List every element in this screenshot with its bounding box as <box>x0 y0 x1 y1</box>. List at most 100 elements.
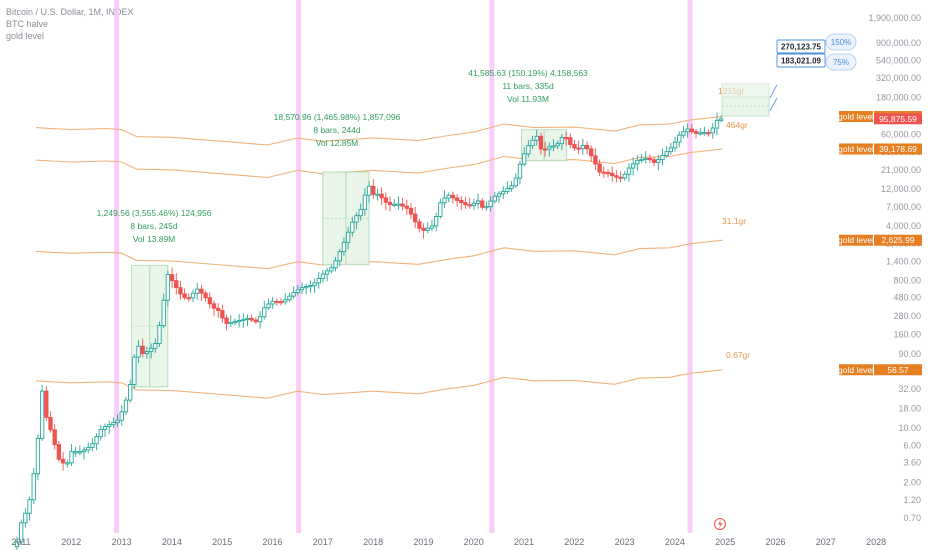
halving-bands <box>114 0 693 533</box>
candle-body <box>190 292 196 299</box>
halving-band-4 <box>687 0 693 533</box>
candle-body <box>584 145 590 150</box>
candle-body <box>672 141 678 149</box>
x-tick-label: 2012 <box>61 537 81 547</box>
gold-level-value-tag <box>874 364 922 376</box>
candle-body <box>157 325 162 344</box>
candle-body <box>685 128 690 133</box>
candle-body <box>274 300 280 303</box>
candle-body <box>656 159 661 163</box>
candle-body <box>136 345 141 358</box>
candle-body <box>463 202 468 206</box>
candle-body <box>379 193 384 199</box>
price-badges: gold level102,590.76gold level39,178.69g… <box>838 111 922 376</box>
projection-value-box <box>776 39 826 54</box>
lightning-icon-ring <box>714 518 726 530</box>
candle-body <box>216 307 221 311</box>
y-tick-label: 4,000.00 <box>886 221 921 231</box>
y-axis: 1,900,000.00 900,000.00 540,000.00 320,000.… <box>868 13 921 523</box>
candle-body <box>522 153 527 165</box>
candle-body <box>119 411 124 421</box>
candle-body <box>538 135 544 150</box>
projection-box <box>721 96 770 117</box>
y-tick-label: 1.20 <box>903 495 921 505</box>
candle-body <box>643 157 648 161</box>
candle-body <box>186 297 191 300</box>
gold-level-tag <box>839 143 873 155</box>
candle-body <box>467 204 472 207</box>
candle-body <box>681 131 686 136</box>
candle-body <box>555 143 560 147</box>
candle-body <box>333 260 338 269</box>
candle-body <box>589 148 594 157</box>
candle-body <box>618 176 623 179</box>
candle-body <box>211 303 217 309</box>
candle-body <box>551 145 556 148</box>
candle-body <box>232 321 238 324</box>
gold-level-tag-label: gold level <box>838 144 874 154</box>
y-tick-label: 800.00 <box>893 275 921 285</box>
candle-body <box>325 270 330 275</box>
y-tick-label: 180,000.00 <box>876 93 921 103</box>
gold-curve-31.1gr <box>36 239 723 270</box>
legend-symbol[interactable]: Bitcoin / U.S. Dollar, 1M, INDEX <box>6 7 134 17</box>
candle-body <box>123 399 129 413</box>
lightning-icon-bolt <box>718 519 723 529</box>
projection-pct-pill <box>825 33 857 51</box>
rally-annotation-2: Vol 12.85M <box>316 138 359 148</box>
candle-body <box>19 522 24 543</box>
candle-body <box>459 199 464 204</box>
y-tick-label: 320,000.00 <box>876 73 921 83</box>
candle-body <box>396 203 401 206</box>
rally-annotation-3: 11 bars, 335d <box>502 81 554 91</box>
current-price: 95,875.59 <box>879 114 917 124</box>
y-tick-label: 3.60 <box>903 458 921 468</box>
candle-body <box>505 188 510 192</box>
candle-body <box>421 227 426 231</box>
projection-pct-pill <box>825 53 857 71</box>
candle-body <box>580 145 586 150</box>
candle-body <box>299 287 305 291</box>
x-tick-label: 2011 <box>11 537 30 547</box>
candle-body <box>60 458 66 464</box>
y-tick-label: 7,000.00 <box>886 202 921 212</box>
x-tick-label: 2019 <box>413 537 433 547</box>
candle-body <box>52 429 57 446</box>
x-tick-label: 2021 <box>514 537 534 547</box>
chart-legend: Bitcoin / U.S. Dollar, 1M, INDEX BTC hal… <box>6 6 134 42</box>
candle-body <box>115 419 120 423</box>
candle-body <box>475 200 481 204</box>
legend-indicator-gold-level[interactable]: gold level <box>6 31 45 41</box>
candle-body <box>14 541 20 548</box>
gold-level-label: 0.67gr <box>726 350 750 360</box>
candle-body <box>668 147 674 153</box>
candle-body <box>689 128 694 133</box>
candle-body <box>572 143 577 149</box>
rally-boxes <box>131 129 568 388</box>
candle-body <box>182 293 187 299</box>
candle-body <box>56 444 62 460</box>
candle-body <box>597 163 602 173</box>
candle-body <box>542 148 548 151</box>
candle-body <box>203 292 208 299</box>
candle-body <box>635 159 640 165</box>
y-tick-label: 160.00 <box>893 330 921 340</box>
y-tick-label: 480.00 <box>893 293 921 303</box>
y-tick-label: 900,000.00 <box>876 38 921 48</box>
candle-body <box>169 274 175 282</box>
rally-annotation-3: Vol 11.93M <box>507 94 549 104</box>
candle-body <box>559 137 565 145</box>
x-tick-label: 2024 <box>665 537 685 547</box>
candle-body <box>576 147 581 150</box>
y-tick-label: 540,000.00 <box>876 55 921 65</box>
legend-indicator-btc-halve[interactable]: BTC halve <box>6 19 49 29</box>
candle-body <box>144 351 150 355</box>
candle-body <box>454 197 460 201</box>
y-tick-label: 90.00 <box>898 349 921 359</box>
rally-annotations: 1,249.56 (3,555.46%) 124,956 8 bars, 245d… <box>97 68 588 244</box>
x-tick-label: 2015 <box>212 537 232 547</box>
candle-body <box>77 451 83 454</box>
candle-body <box>429 225 435 229</box>
candle-body <box>706 132 711 135</box>
